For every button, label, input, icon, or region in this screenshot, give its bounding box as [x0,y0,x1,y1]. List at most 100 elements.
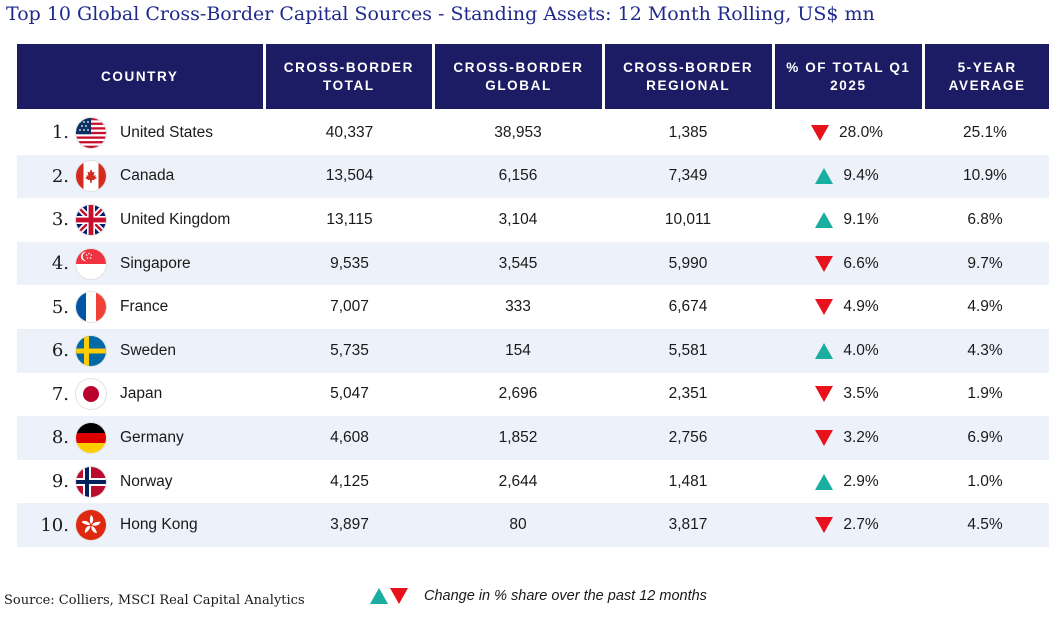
capital-sources-table: COUNTRY CROSS-BORDER TOTAL CROSS-BORDER … [17,44,1050,547]
table-row: 7. Japan 5,047 2,696 2,351 3.5% 1.9% [17,373,1049,417]
pct-value: 28.0% [839,123,883,141]
sweden-flag-icon [76,335,106,366]
global-cell: 38,953 [494,123,542,141]
rank-number: 10. [40,514,69,536]
table-header: COUNTRY CROSS-BORDER TOTAL CROSS-BORDER … [17,44,1050,109]
japan-flag-icon [76,379,106,410]
rank-number: 5. [51,296,69,318]
country-cell: 2. Canada [17,155,266,199]
avg-cell: 4.9% [967,298,1003,316]
pct-total-cell: 28.0% [773,111,921,155]
total-cell: 7,007 [330,298,369,316]
country-name: Canada [120,167,175,185]
regional-cell: 6,674 [668,298,708,316]
pct-value: 3.2% [843,428,879,446]
country-cell: 5. France [17,285,266,329]
country-cell: 8. Germany [17,416,266,460]
regional-cell: 5,581 [668,341,708,359]
table-row: 4. Singapore 9,535 3,545 5,990 6.6% 9.7% [17,241,1049,286]
uk-flag-icon [76,204,106,235]
norway-flag-icon [76,466,106,497]
country-name: Japan [120,385,163,403]
avg-cell: 10.9% [963,167,1007,185]
header-5yr-avg: 5-YEAR AVERAGE [925,44,1050,109]
country-cell: 3. United Kingdom [17,198,266,242]
regional-cell: 2,756 [668,428,708,446]
country-cell: 7. Japan [17,373,266,417]
avg-cell: 6.9% [967,428,1003,446]
rank-number: 2. [51,165,69,187]
country-name: Germany [120,428,184,446]
rank-number: 3. [51,209,69,231]
table-row: 5. France 7,007 333 6,674 4.9% 4.9% [17,285,1049,329]
up-triangle-icon [815,211,834,228]
up-triangle-icon [815,168,834,185]
pct-total-cell: 3.2% [773,416,921,460]
header-total: CROSS-BORDER TOTAL [265,44,433,109]
up-triangle-icon [370,588,388,604]
country-cell: 9. Norway [17,460,266,504]
table-row: 8. Germany 4,608 1,852 2,756 3.2% 6.9% [17,416,1049,460]
down-triangle-icon [815,429,834,446]
pct-value: 2.9% [843,472,879,490]
germany-flag-icon [76,422,106,453]
pct-total-cell: 6.6% [773,242,921,286]
pct-value: 4.9% [843,298,879,316]
country-cell: 1. United States [17,111,266,155]
total-cell: 9,535 [330,254,369,272]
table-row: 9. Norway 4,125 2,644 1,481 2.9% 1.0% [17,460,1049,504]
pct-total-cell: 2.9% [773,460,921,504]
avg-cell: 4.3% [967,341,1003,359]
legend-text: Change in % share over the past 12 month… [424,588,707,604]
regional-cell: 1,385 [668,123,708,141]
country-name: France [120,298,169,316]
country-cell: 4. Singapore [17,242,266,286]
up-triangle-icon [815,342,834,359]
pct-value: 9.1% [843,210,879,228]
total-cell: 13,115 [326,210,373,228]
country-name: Sweden [120,341,177,359]
rank-number: 6. [51,340,69,362]
table-row: 6. Sweden 5,735 154 5,581 4.0% 4.3% [17,328,1049,373]
global-cell: 1,852 [498,428,538,446]
global-cell: 3,104 [498,210,538,228]
header-regional: CROSS-BORDER REGIONAL [604,44,772,109]
table-row: 1. United States 40,337 38,953 1,385 28.0% 25.… [17,111,1049,155]
total-cell: 4,608 [330,428,369,446]
total-cell: 13,504 [325,167,374,185]
us-flag-icon [76,117,106,148]
avg-cell: 1.0% [967,472,1003,490]
pct-total-cell: 4.0% [773,329,921,373]
down-triangle-icon [815,255,834,272]
table-row: 10. Hong Kong 3,897 80 3,817 2.7% 4.5% [17,503,1049,547]
header-pct-total: % OF TOTAL Q1 2025 [774,44,923,109]
total-cell: 4,125 [330,472,369,490]
up-triangle-icon [815,473,834,490]
total-cell: 40,337 [325,123,374,141]
pct-value: 4.0% [843,341,879,359]
trend-legend: Change in % share over the past 12 month… [370,588,707,604]
singapore-flag-icon [76,248,106,279]
regional-cell: 2,351 [668,385,708,403]
hong-kong-flag-icon [76,510,106,541]
down-triangle-icon [811,124,830,141]
country-name: Singapore [120,254,191,272]
global-cell: 80 [509,516,527,534]
global-cell: 6,156 [498,167,538,185]
pct-total-cell: 3.5% [773,373,921,417]
regional-cell: 5,990 [668,254,708,272]
table-row: 2. Canada 13,504 6,156 7,349 9.4% 10.9% [17,154,1049,199]
down-triangle-icon [815,386,834,403]
country-name: United States [120,123,214,141]
pct-value: 3.5% [843,385,879,403]
source-note: Source: Colliers, MSCI Real Capital Anal… [4,593,305,608]
page-title: Top 10 Global Cross-Border Capital Sourc… [6,3,875,25]
global-cell: 2,644 [498,472,538,490]
pct-total-cell: 9.4% [773,155,921,199]
pct-value: 2.7% [843,516,879,534]
down-triangle-icon [390,588,408,604]
regional-cell: 10,011 [664,210,712,228]
global-cell: 333 [505,298,531,316]
pct-value: 9.4% [843,167,879,185]
regional-cell: 7,349 [668,167,708,185]
